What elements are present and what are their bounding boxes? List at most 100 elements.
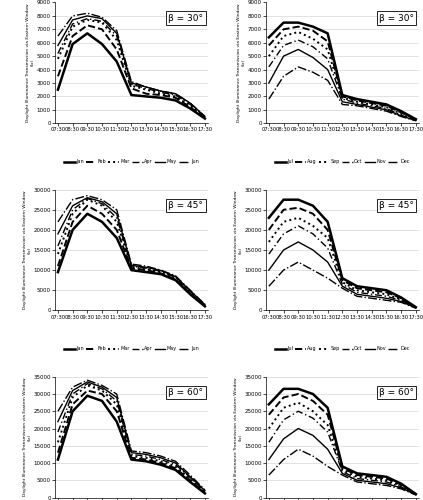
Apr xyxy=(114,215,119,221)
May xyxy=(173,460,178,466)
Apr xyxy=(129,263,134,269)
Aug xyxy=(310,211,316,217)
Dec xyxy=(296,446,301,452)
Y-axis label: Daylight Illuminance Transmission via Eastern Window
(lx): Daylight Illuminance Transmission via Ea… xyxy=(233,378,242,496)
Line: May: May xyxy=(58,382,205,490)
Jul xyxy=(398,108,404,114)
Mar xyxy=(55,440,60,446)
Sep xyxy=(266,239,272,245)
May xyxy=(114,211,119,217)
Jan xyxy=(158,462,163,468)
Nov xyxy=(413,305,418,311)
Line: Nov: Nov xyxy=(269,50,416,120)
Line: Aug: Aug xyxy=(269,394,416,494)
Line: Feb: Feb xyxy=(58,206,205,306)
Nov xyxy=(413,118,418,124)
Sep xyxy=(398,483,404,489)
Apr xyxy=(55,243,60,249)
May xyxy=(158,268,163,274)
Apr xyxy=(202,302,207,308)
Sep xyxy=(413,492,418,498)
Nov xyxy=(281,53,286,59)
Jan xyxy=(99,219,104,225)
Sep xyxy=(296,215,301,221)
Feb xyxy=(114,227,119,233)
Nov xyxy=(354,478,360,484)
Jun xyxy=(55,219,60,225)
Dec xyxy=(310,453,316,459)
Feb xyxy=(173,94,178,100)
Y-axis label: Daylight Illuminance Transmission via Eastern Window
(lx): Daylight Illuminance Transmission via Ea… xyxy=(23,378,31,496)
Text: β = 45°: β = 45° xyxy=(379,201,414,210)
Oct xyxy=(413,118,418,124)
May xyxy=(99,384,104,390)
May xyxy=(188,100,193,106)
May xyxy=(85,379,90,385)
Legend: Jul, Aug, Sep, Oct, Nov, Dec: Jul, Aug, Sep, Oct, Nov, Dec xyxy=(275,346,410,352)
Jan xyxy=(55,456,60,462)
Feb xyxy=(202,303,207,309)
May xyxy=(202,114,207,119)
Sep xyxy=(413,117,418,123)
Line: Feb: Feb xyxy=(58,26,205,118)
Aug xyxy=(413,304,418,310)
Jun xyxy=(188,472,193,478)
Line: Mar: Mar xyxy=(58,386,205,492)
Aug xyxy=(413,491,418,497)
Line: Mar: Mar xyxy=(58,200,205,306)
Line: Mar: Mar xyxy=(58,20,205,117)
Feb xyxy=(99,26,104,32)
Jul xyxy=(266,215,272,221)
Mar xyxy=(85,17,90,23)
Jan xyxy=(129,456,134,462)
Dec xyxy=(413,118,418,124)
Oct xyxy=(354,476,360,482)
Line: Jun: Jun xyxy=(58,13,205,117)
Oct xyxy=(310,231,316,237)
Dec xyxy=(413,305,418,311)
Text: β = 30°: β = 30° xyxy=(168,14,203,22)
Dec xyxy=(296,64,301,70)
Sep xyxy=(325,235,330,241)
Jul xyxy=(310,202,316,208)
Oct xyxy=(369,478,374,484)
Feb xyxy=(129,455,134,461)
Mar xyxy=(158,269,163,275)
Jan xyxy=(173,98,178,103)
Feb xyxy=(188,290,193,296)
Feb xyxy=(129,86,134,91)
Aug xyxy=(325,412,330,418)
Y-axis label: Daylight Illuminance Transmission via Eastern Window
(lx): Daylight Illuminance Transmission via Ea… xyxy=(23,190,31,310)
Nov xyxy=(340,99,345,105)
Jan xyxy=(202,116,207,121)
Nov xyxy=(296,426,301,432)
Aug xyxy=(369,287,374,293)
Nov xyxy=(281,436,286,442)
May xyxy=(158,88,163,94)
Jul xyxy=(369,99,374,105)
Aug xyxy=(325,38,330,44)
Mar xyxy=(143,455,148,461)
Mar xyxy=(202,302,207,308)
Jul xyxy=(296,20,301,26)
Jul xyxy=(325,405,330,411)
Apr xyxy=(129,82,134,87)
Feb xyxy=(188,104,193,110)
Jun xyxy=(70,196,75,202)
Jun xyxy=(158,453,163,459)
Oct xyxy=(296,37,301,43)
Feb xyxy=(55,74,60,80)
Aug xyxy=(384,103,389,109)
Jan xyxy=(188,479,193,485)
Oct xyxy=(310,44,316,50)
Jun xyxy=(114,28,119,34)
Nov xyxy=(398,485,404,491)
Line: Jan: Jan xyxy=(58,214,205,306)
Nov xyxy=(340,283,345,289)
Apr xyxy=(158,456,163,462)
May xyxy=(55,42,60,48)
Line: Jan: Jan xyxy=(58,396,205,494)
Jan xyxy=(143,269,148,275)
Mar xyxy=(202,114,207,120)
Jan xyxy=(99,398,104,404)
